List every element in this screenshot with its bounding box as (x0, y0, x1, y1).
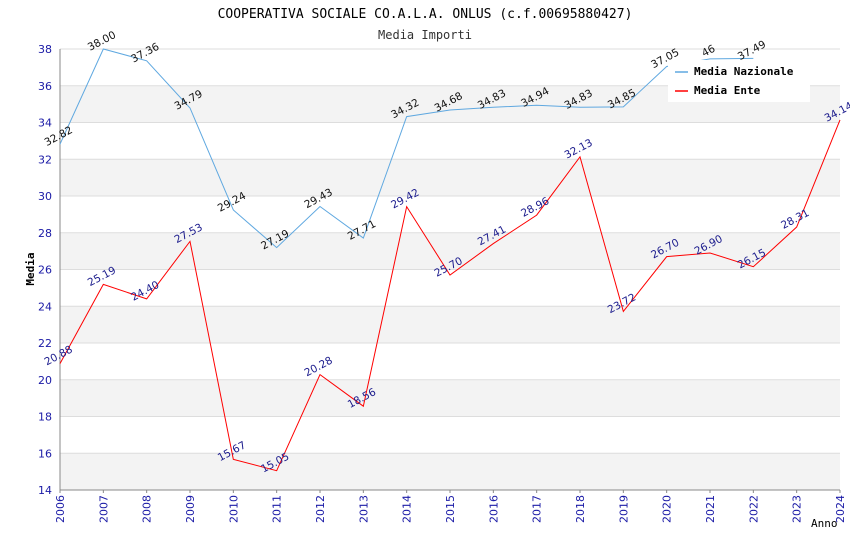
x-tick-label: 2006 (54, 495, 67, 523)
x-tick-label: 2022 (747, 495, 760, 523)
x-tick-label: 2024 (834, 495, 847, 523)
grid-band (60, 196, 840, 233)
grid-band (60, 306, 840, 343)
x-tick-label: 2018 (574, 495, 587, 523)
grid-band (60, 122, 840, 160)
y-tick-label: 32 (38, 153, 52, 166)
y-tick-label: 18 (38, 411, 52, 424)
y-tick-label: 36 (38, 80, 52, 93)
x-axis-ticks: 2006 2007 2008 2009 2010 2011 2012 2013 2014 2015… (54, 490, 847, 523)
y-tick-label: 28 (38, 227, 52, 240)
chart-title: COOPERATIVA SOCIALE CO.A.L.A. ONLUS (c.f… (218, 7, 633, 22)
series-line-nazionale (59, 48, 754, 249)
series-line-ente (59, 119, 841, 472)
grid-band (60, 453, 840, 490)
y-tick-label: 26 (38, 264, 52, 277)
x-axis-label: Anno (811, 517, 838, 530)
grid-band (60, 416, 840, 454)
x-tick-label: 2012 (314, 495, 327, 523)
x-tick-label: 2008 (141, 495, 154, 523)
legend-box (668, 60, 810, 102)
grid-band (60, 379, 840, 417)
x-tick-label: 2016 (487, 495, 500, 523)
y-axis-label: Media (24, 252, 37, 285)
legend-label-nazionale: Media Nazionale (694, 65, 794, 78)
y-tick-label: 20 (38, 374, 52, 387)
grid-band (60, 343, 840, 380)
y-tick-label: 34 (38, 117, 52, 130)
x-tick-label: 2014 (401, 495, 414, 523)
x-tick-label: 2019 (617, 495, 630, 523)
x-tick-label: 2021 (704, 495, 717, 523)
grid-bands (60, 49, 840, 490)
data-label: 46 (700, 43, 718, 60)
y-tick-label: 16 (38, 447, 52, 460)
y-tick-label: 22 (38, 337, 52, 350)
y-axis-ticks: 14 16 18 20 22 24 26 28 30 32 34 36 38 (38, 43, 52, 497)
x-tick-label: 2010 (227, 495, 240, 523)
x-tick-label: 2015 (444, 495, 457, 523)
y-tick-label: 14 (38, 484, 52, 497)
grid-band (60, 159, 840, 196)
chart-subtitle: Media Importi (378, 28, 472, 42)
x-tick-label: 2017 (531, 495, 544, 523)
grid-band (60, 232, 840, 270)
x-tick-label: 2020 (661, 495, 674, 523)
legend: Media Nazionale Media Ente (668, 60, 810, 102)
x-tick-label: 2007 (97, 495, 110, 523)
x-tick-label: 2013 (357, 495, 370, 523)
x-tick-label: 2011 (271, 495, 284, 523)
x-tick-label: 2023 (791, 495, 804, 523)
y-tick-label: 24 (38, 300, 52, 313)
x-tick-label: 2009 (184, 495, 197, 523)
legend-label-ente: Media Ente (694, 84, 761, 97)
y-tick-label: 38 (38, 43, 52, 56)
y-tick-label: 30 (38, 190, 52, 203)
